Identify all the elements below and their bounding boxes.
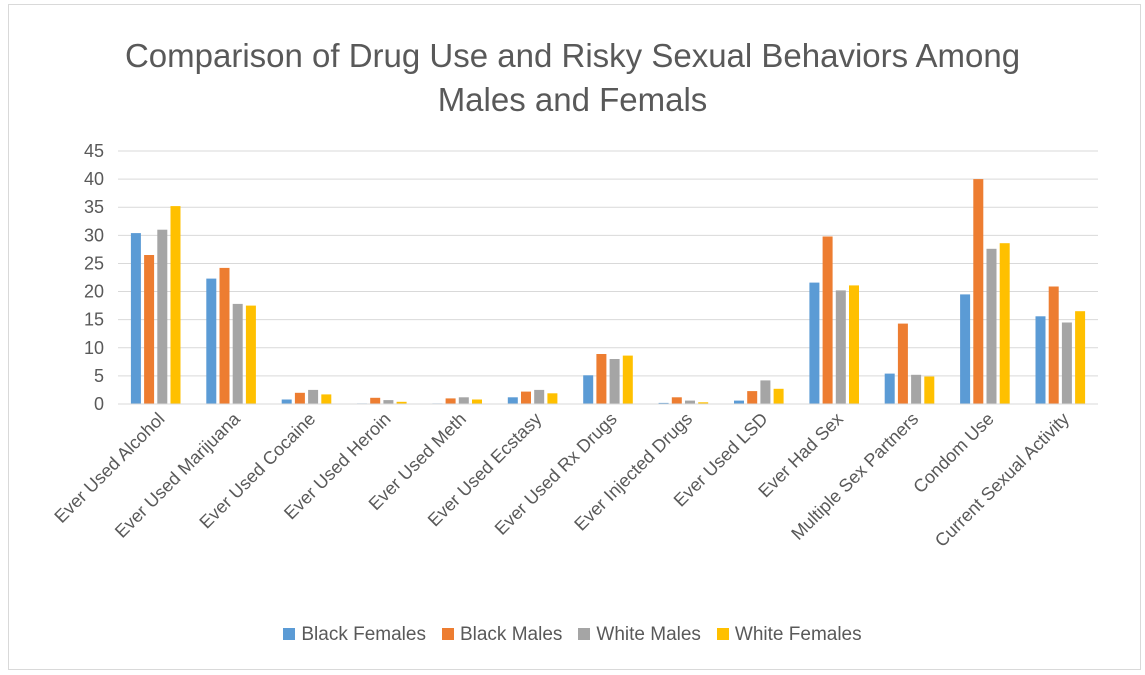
bar	[445, 398, 456, 404]
bar	[960, 294, 971, 404]
bar	[370, 397, 381, 404]
y-axis-ticks: 0 5 10 15 20 25 30 35 40 45	[84, 141, 104, 414]
bar	[507, 397, 518, 404]
bar	[884, 373, 895, 404]
chart-title-line-2: Males and Femals	[437, 81, 708, 118]
bar	[658, 402, 669, 404]
bar	[206, 278, 217, 404]
bar	[897, 323, 908, 404]
y-tick-label: 30	[84, 225, 104, 245]
y-tick-label: 40	[84, 169, 104, 189]
bar	[521, 391, 531, 404]
bar	[383, 400, 394, 404]
bar	[986, 248, 997, 404]
bar	[308, 389, 319, 404]
bar	[294, 392, 305, 404]
legend-label: Black Males	[459, 624, 563, 645]
y-tick-label: 5	[94, 366, 104, 386]
bar	[472, 399, 482, 404]
bar	[698, 402, 709, 404]
bar	[849, 285, 859, 404]
bar	[1075, 311, 1086, 404]
x-tick-label: Ever Used Marijuana	[111, 408, 245, 542]
bar	[622, 355, 633, 404]
bar	[144, 255, 155, 404]
bar	[547, 393, 558, 404]
legend: Black Females Black Males White Males White…	[0, 624, 1145, 646]
bars	[130, 179, 1086, 404]
y-tick-label: 0	[94, 394, 104, 414]
bar	[157, 229, 168, 404]
bar	[281, 399, 292, 404]
chart-area	[8, 4, 1141, 670]
bar	[1035, 316, 1046, 404]
bar	[396, 401, 407, 404]
bar	[219, 267, 230, 404]
y-tick-label: 45	[84, 141, 104, 161]
bar	[1061, 322, 1072, 404]
legend-item: Black Males	[441, 624, 563, 646]
bar	[809, 282, 820, 404]
chart-title-line-1: Comparison of Drug Use and Risky Sexual …	[124, 37, 1021, 74]
bar	[596, 354, 607, 404]
gridlines	[118, 150, 1098, 377]
bar	[973, 179, 984, 404]
bar	[835, 290, 846, 404]
bar	[734, 400, 744, 404]
legend-label: Black Females	[301, 624, 426, 645]
bar	[747, 391, 758, 404]
bar	[245, 305, 256, 404]
y-tick-label: 10	[84, 338, 104, 358]
bar	[822, 236, 833, 404]
legend-swatch	[283, 628, 296, 640]
bar	[170, 206, 181, 404]
legend-swatch	[441, 628, 454, 640]
y-tick-label: 25	[84, 253, 104, 273]
y-tick-label: 20	[84, 282, 104, 302]
chart-title: Comparison of Drug Use and Risky Sexual …	[0, 34, 1145, 122]
bar	[999, 243, 1010, 404]
bar	[130, 233, 141, 404]
bar	[458, 397, 469, 404]
bar	[760, 380, 771, 404]
legend-item: White Males	[578, 624, 701, 646]
bar	[609, 359, 620, 404]
bar	[773, 388, 784, 404]
bar	[1048, 286, 1059, 404]
bar	[534, 389, 545, 404]
bar	[911, 374, 922, 404]
y-tick-label: 35	[84, 197, 104, 217]
bar	[924, 376, 935, 404]
bar	[321, 394, 332, 404]
legend-label: White Females	[734, 624, 862, 645]
legend-item: White Females	[716, 624, 862, 646]
bar	[232, 303, 243, 404]
legend-swatch	[716, 628, 729, 640]
x-tick-label: Multiple Sex Partners	[787, 409, 922, 544]
legend-item: Black Females	[283, 624, 426, 646]
legend-swatch	[578, 628, 591, 640]
x-tick-label: Ever Used Rx Drugs	[491, 409, 621, 539]
bar	[671, 397, 682, 404]
y-tick-label: 15	[84, 310, 104, 330]
legend-label: White Males	[596, 624, 701, 645]
x-tick-label: Current Sexual Activity	[931, 409, 1073, 551]
bar	[583, 375, 594, 404]
bar	[685, 400, 695, 404]
